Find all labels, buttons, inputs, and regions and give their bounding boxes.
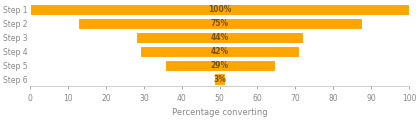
Bar [30, 4, 409, 15]
Bar [140, 46, 299, 57]
Text: 29%: 29% [210, 61, 229, 70]
Bar [165, 60, 274, 71]
Text: 44%: 44% [210, 33, 229, 42]
Bar [214, 73, 225, 85]
Text: 75%: 75% [210, 19, 229, 28]
Text: 3%: 3% [213, 75, 226, 84]
X-axis label: Percentage converting: Percentage converting [172, 108, 267, 117]
Bar [136, 32, 303, 43]
Bar [78, 18, 362, 29]
Text: 100%: 100% [208, 5, 231, 14]
Text: 42%: 42% [210, 47, 229, 56]
